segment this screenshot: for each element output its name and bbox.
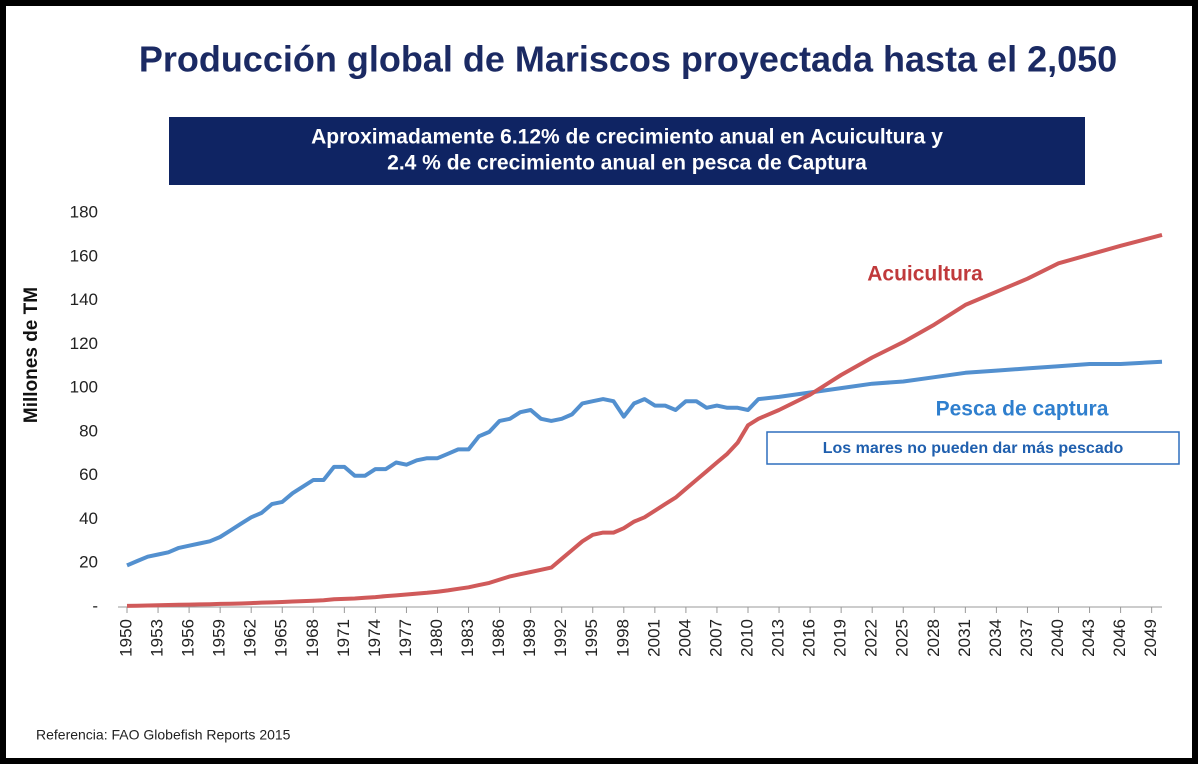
- subtitle-line: 2.4 % de crecimiento anual en pesca de C…: [387, 152, 867, 175]
- x-tick-label: 1965: [272, 619, 291, 657]
- series-label: Acuicultura: [867, 263, 983, 286]
- x-tick-label: 1959: [210, 619, 229, 657]
- y-tick-label: 140: [70, 290, 98, 309]
- x-tick-label: 2037: [1017, 619, 1036, 657]
- x-tick-label: 1995: [582, 619, 601, 657]
- x-tick-label: 1980: [427, 619, 446, 657]
- y-tick-label: 180: [70, 202, 98, 221]
- y-tick-label: 160: [70, 246, 98, 265]
- x-tick-label: 1989: [520, 619, 539, 657]
- x-tick-label: 2004: [675, 619, 694, 657]
- y-tick-label: 40: [79, 509, 98, 528]
- series-line: [126, 232, 1163, 608]
- x-tick-label: 2049: [1141, 619, 1160, 657]
- x-tick-label: 2010: [737, 619, 756, 657]
- annotation-box: [766, 431, 1180, 465]
- y-tick-label: 100: [70, 378, 98, 397]
- chart-title: Producción global de Mariscos proyectada…: [139, 39, 1117, 80]
- y-tick-label: -: [92, 596, 98, 615]
- series-label: Pesca de captura: [936, 398, 1109, 421]
- x-tick-label: 2034: [986, 619, 1005, 657]
- x-tick-label: 2019: [831, 619, 850, 657]
- x-tick-label: 1950: [116, 619, 135, 657]
- x-tick-label: 2016: [800, 619, 819, 657]
- y-axis-label: Millones de TM: [21, 287, 42, 423]
- x-tick-label: 2040: [1048, 619, 1067, 657]
- y-tick-label: 20: [79, 553, 98, 572]
- x-tick-label: 2022: [862, 619, 881, 657]
- x-tick-label: 1998: [613, 619, 632, 657]
- x-tick-label: 2013: [769, 619, 788, 657]
- x-tick-label: 1953: [148, 619, 167, 657]
- series-line: [126, 359, 1163, 568]
- x-tick-label: 2001: [644, 619, 663, 657]
- x-tick-label: 1956: [179, 619, 198, 657]
- x-tick-label: 1974: [365, 619, 384, 657]
- x-tick-label: 1983: [458, 619, 477, 657]
- x-tick-label: 1962: [241, 619, 260, 657]
- x-tick-label: 1992: [551, 619, 570, 657]
- x-tick-label: 2025: [893, 619, 912, 657]
- subtitle-line: Aproximadamente 6.12% de crecimiento anu…: [311, 126, 943, 149]
- subtitle-box: [169, 117, 1085, 185]
- footnote: Referencia: FAO Globefish Reports 2015: [36, 727, 291, 743]
- y-tick-label: 120: [70, 334, 98, 353]
- x-tick-label: 2031: [955, 619, 974, 657]
- y-tick-label: 80: [79, 421, 98, 440]
- x-tick-label: 1986: [489, 619, 508, 657]
- x-tick-label: 1968: [303, 619, 322, 657]
- x-tick-label: 1977: [396, 619, 415, 657]
- x-tick-label: 2046: [1110, 619, 1129, 657]
- annotation: Los mares no pueden dar más pescado: [823, 440, 1124, 457]
- y-tick-label: 60: [79, 465, 98, 484]
- x-tick-label: 2028: [924, 619, 943, 657]
- x-tick-label: 2007: [706, 619, 725, 657]
- x-tick-label: 1971: [334, 619, 353, 657]
- x-tick-label: 2043: [1079, 619, 1098, 657]
